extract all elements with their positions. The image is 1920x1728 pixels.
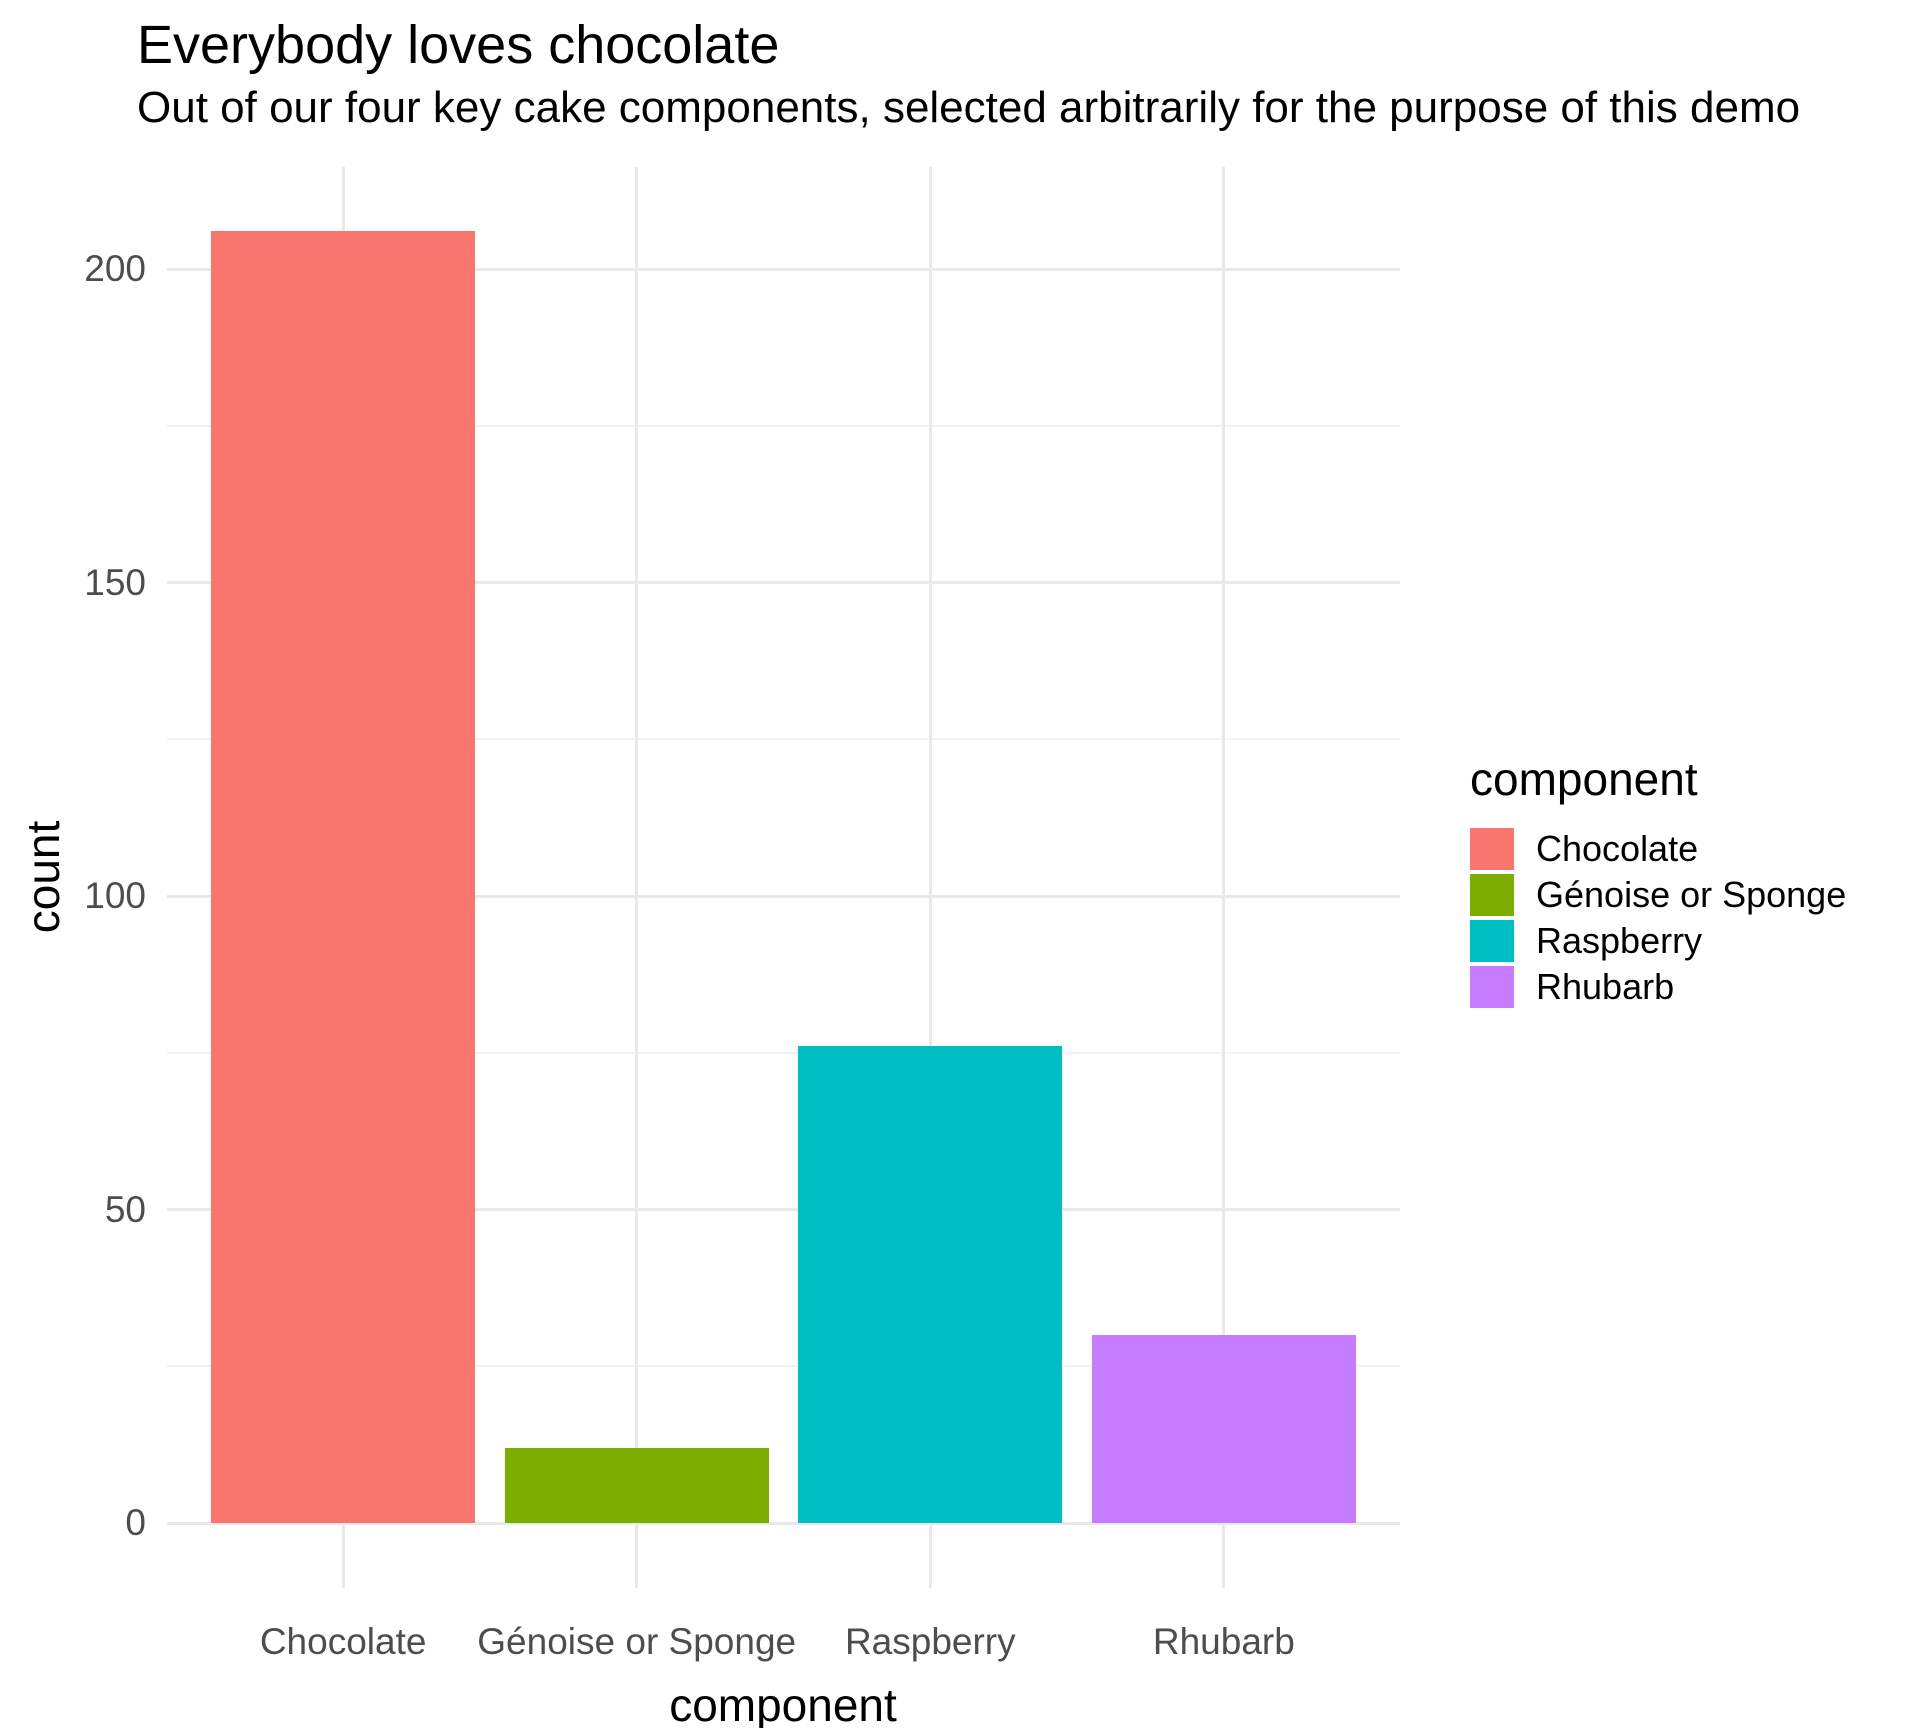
gridline-x-major: [635, 167, 639, 1588]
y-tick-label: 0: [125, 1502, 146, 1543]
legend-title: component: [1470, 753, 1698, 805]
gridline-x-major: [1222, 167, 1226, 1588]
legend-item: Rhubarb: [1470, 966, 1846, 1008]
legend-key-swatch: [1470, 966, 1514, 1008]
x-tick-label: Rhubarb: [1152, 1621, 1295, 1662]
x-axis-title: component: [669, 1679, 897, 1728]
y-tick-label: 200: [84, 248, 146, 289]
legend-items: Chocolate Génoise or Sponge Raspberry Rhuba…: [1470, 828, 1846, 1008]
gridline-y-major: [167, 1521, 1400, 1525]
plot-panel: [167, 167, 1400, 1588]
legend-item: Raspberry: [1470, 920, 1846, 962]
x-tick-label: Chocolate: [259, 1621, 427, 1662]
legend-item: Chocolate: [1470, 828, 1846, 870]
legend-key-swatch: [1470, 920, 1514, 962]
gridline-y-major: [167, 894, 1400, 898]
y-tick-label: 150: [84, 561, 146, 603]
y-axis-title: count: [17, 820, 69, 934]
bar-raspberry: [798, 1046, 1063, 1523]
bar-g-noise-or-sponge: [504, 1447, 769, 1523]
legend-key-swatch: [1470, 828, 1514, 870]
gridline-y-minor: [167, 1365, 1400, 1368]
gridline-y-minor: [167, 424, 1400, 427]
legend-label: Génoise or Sponge: [1536, 874, 1847, 915]
legend-label: Raspberry: [1536, 920, 1703, 961]
plot-subtitle: Out of our four key cake components, sel…: [137, 83, 1801, 132]
legend-item: Génoise or Sponge: [1470, 874, 1846, 916]
gridline-y-major: [167, 581, 1400, 584]
legend-label: Chocolate: [1536, 828, 1699, 869]
legend-label: Rhubarb: [1536, 966, 1675, 1007]
x-tick-label: Raspberry: [844, 1621, 1016, 1662]
bar-chocolate: [211, 231, 476, 1523]
gridline-y-minor: [167, 738, 1400, 741]
bar-rhubarb: [1091, 1334, 1356, 1523]
x-tick-label: Génoise or Sponge: [477, 1621, 797, 1662]
gridline-x-major: [928, 167, 932, 1588]
y-tick-label: 100: [84, 875, 146, 916]
y-tick-label: 50: [104, 1188, 146, 1230]
gridline-y-major: [167, 267, 1400, 271]
gridline-y-major: [167, 1208, 1400, 1211]
legend: component Chocolate Génoise or Sponge Rasp…: [1470, 752, 1846, 1012]
legend-key-swatch: [1470, 874, 1514, 916]
gridline-y-minor: [167, 1051, 1400, 1054]
plot-title: Everybody loves chocolate: [137, 15, 780, 75]
